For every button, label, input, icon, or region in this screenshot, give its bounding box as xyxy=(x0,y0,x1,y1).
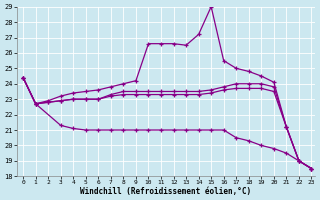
X-axis label: Windchill (Refroidissement éolien,°C): Windchill (Refroidissement éolien,°C) xyxy=(80,187,252,196)
